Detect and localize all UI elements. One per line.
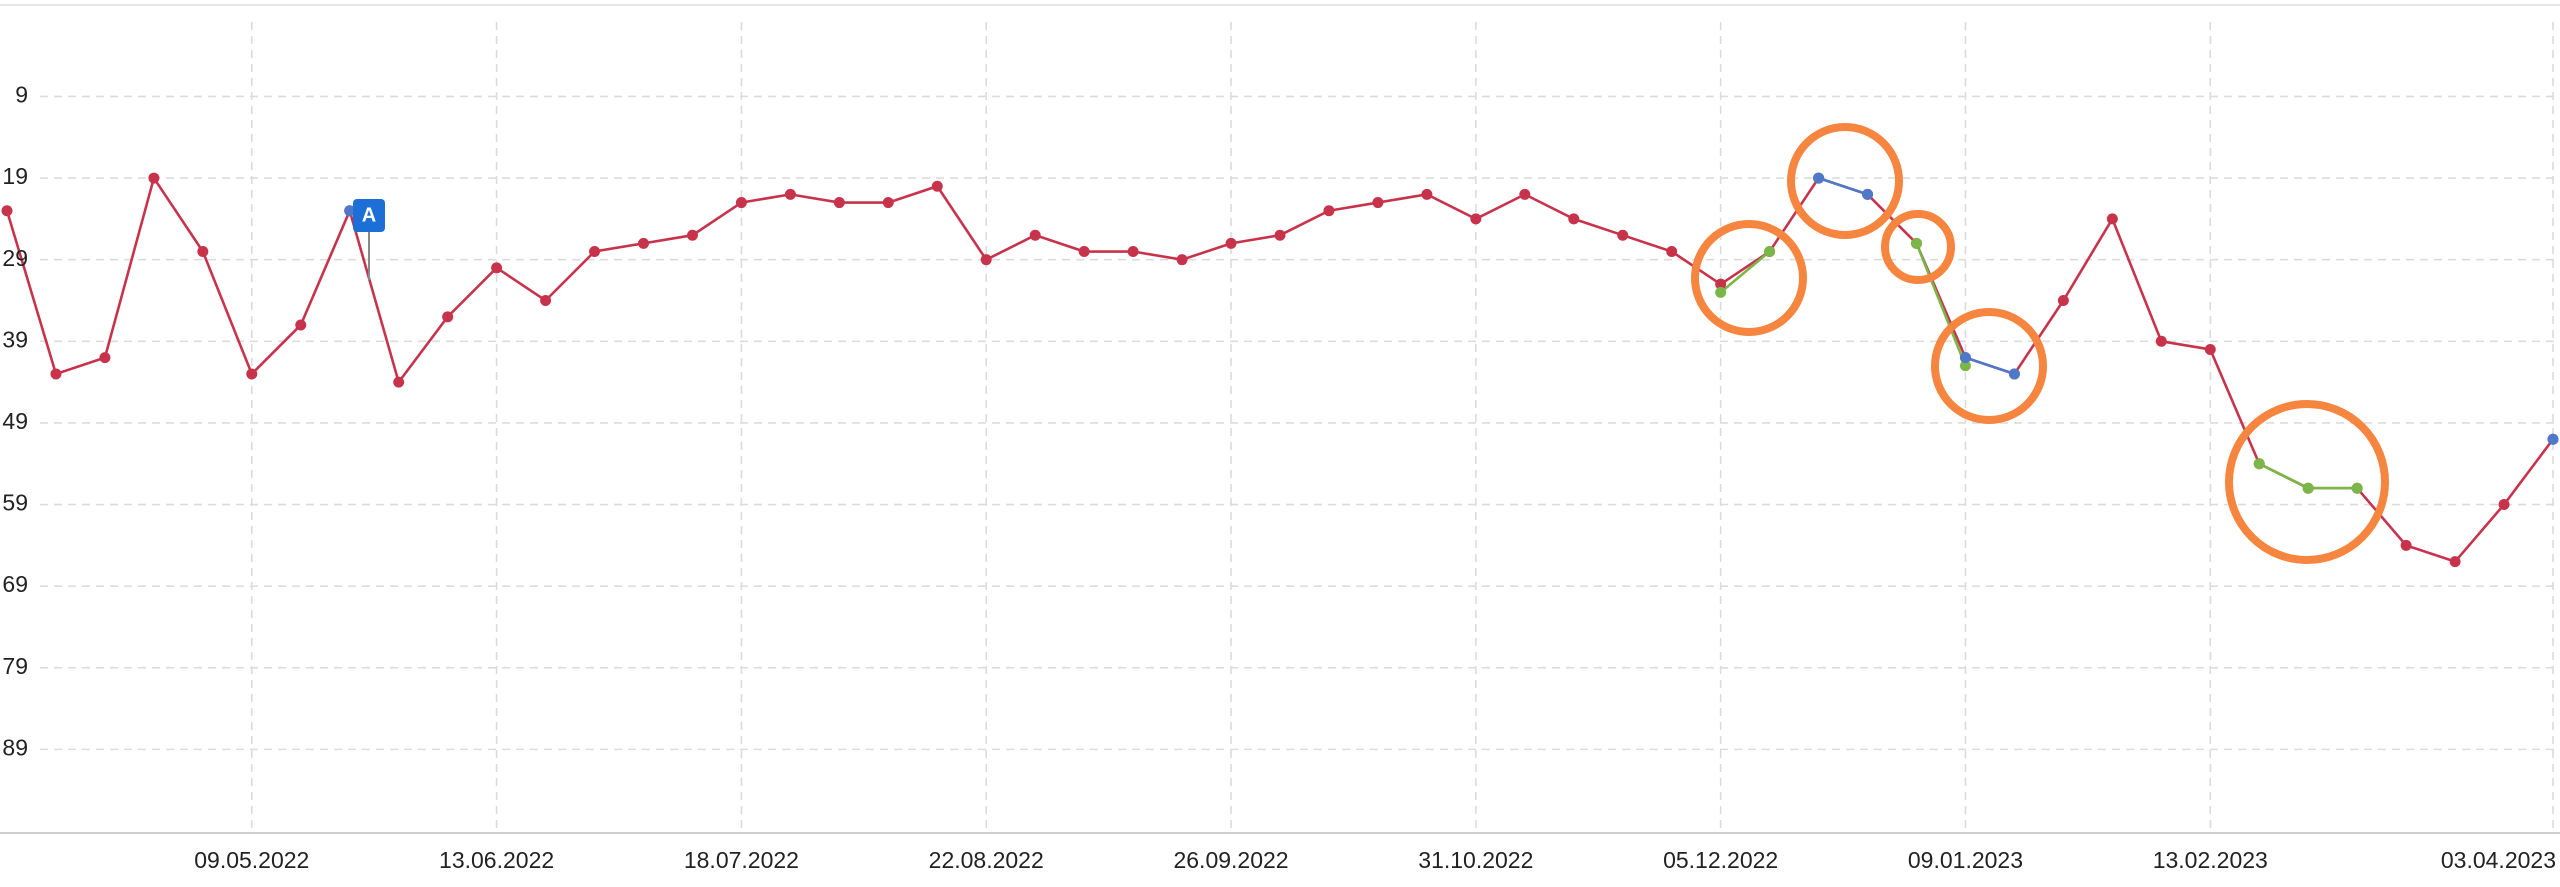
data-point bbox=[1911, 237, 1923, 249]
data-point bbox=[2253, 458, 2265, 470]
data-point bbox=[1029, 229, 1041, 241]
x-tick-label: 13.02.2023 bbox=[2153, 847, 2268, 873]
y-tick-label: 49 bbox=[2, 408, 28, 434]
series-line bbox=[1719, 250, 1771, 294]
data-point bbox=[2057, 294, 2069, 306]
x-tick-label: 13.06.2022 bbox=[439, 847, 554, 873]
y-tick-label: 29 bbox=[2, 245, 28, 271]
data-point bbox=[344, 205, 356, 217]
data-point bbox=[295, 319, 307, 331]
y-tick-label: 9 bbox=[15, 82, 28, 108]
dots bbox=[1, 172, 2559, 568]
data-point bbox=[1274, 229, 1286, 241]
data-point bbox=[735, 197, 747, 209]
data-point bbox=[1617, 229, 1629, 241]
data-point bbox=[2547, 433, 2559, 445]
data-point bbox=[2155, 335, 2167, 347]
data-point bbox=[1959, 360, 1971, 372]
y-tick-label: 39 bbox=[2, 326, 28, 352]
data-point bbox=[442, 311, 454, 323]
data-point bbox=[637, 237, 649, 249]
y-tick-label: 89 bbox=[2, 734, 28, 760]
highlight-circle bbox=[1787, 123, 1903, 239]
series-line bbox=[1818, 176, 1868, 196]
data-point bbox=[1519, 188, 1531, 200]
data-point bbox=[2008, 368, 2020, 380]
series-line bbox=[1915, 242, 1967, 367]
data-point bbox=[1813, 172, 1825, 184]
data-point bbox=[1225, 237, 1237, 249]
data-point bbox=[833, 197, 845, 209]
annotation-label: A bbox=[362, 204, 376, 226]
data-point bbox=[491, 262, 503, 274]
data-point bbox=[2106, 213, 2118, 225]
data-point bbox=[246, 368, 258, 380]
data-point bbox=[99, 352, 111, 364]
x-tick-label: 18.07.2022 bbox=[684, 847, 799, 873]
data-point bbox=[931, 180, 943, 192]
grid bbox=[40, 22, 2560, 831]
data-point bbox=[1323, 205, 1335, 217]
data-point bbox=[2302, 482, 2314, 494]
highlights bbox=[1691, 123, 2389, 564]
data-point bbox=[1470, 213, 1482, 225]
data-point bbox=[1421, 188, 1433, 200]
data-point bbox=[980, 254, 992, 266]
data-point bbox=[393, 376, 405, 388]
data-point bbox=[2351, 482, 2363, 494]
data-point bbox=[50, 368, 62, 380]
annotation-box[interactable] bbox=[353, 199, 385, 232]
y-tick-label: 19 bbox=[2, 163, 28, 189]
y-tick-label: 59 bbox=[2, 490, 28, 516]
x-tick-label: 31.10.2022 bbox=[1418, 847, 1533, 873]
data-point bbox=[1176, 254, 1188, 266]
highlight-circle bbox=[1881, 210, 1955, 284]
data-point bbox=[1078, 246, 1090, 258]
data-point bbox=[1127, 246, 1139, 258]
data-point bbox=[2449, 556, 2461, 568]
data-point bbox=[2498, 499, 2510, 511]
x-tick-label: 05.12.2022 bbox=[1663, 847, 1778, 873]
data-point bbox=[1959, 352, 1971, 364]
x-tick-label: 26.09.2022 bbox=[1173, 847, 1288, 873]
x-tick-label: 03.04.2023 bbox=[2441, 847, 2556, 873]
data-point bbox=[148, 172, 160, 184]
data-point bbox=[2204, 343, 2216, 355]
highlight-circle bbox=[2225, 400, 2389, 564]
annotation-marker[interactable]: A bbox=[353, 199, 385, 280]
data-point bbox=[540, 294, 552, 306]
data-point bbox=[1, 205, 13, 217]
data-point bbox=[2400, 539, 2412, 551]
x-tick-label: 22.08.2022 bbox=[929, 847, 1044, 873]
data-point bbox=[197, 246, 209, 258]
y-tick-label: 79 bbox=[2, 653, 28, 679]
data-point bbox=[686, 229, 698, 241]
data-point bbox=[589, 246, 601, 258]
data-point bbox=[1715, 278, 1727, 290]
highlight-circle bbox=[1931, 308, 2047, 424]
data-point bbox=[1666, 246, 1678, 258]
series-line bbox=[1965, 356, 2015, 376]
data-point bbox=[882, 197, 894, 209]
data-point bbox=[1862, 188, 1874, 200]
highlight-circle bbox=[1691, 220, 1807, 336]
data-point bbox=[1568, 213, 1580, 225]
data-point bbox=[1764, 246, 1776, 258]
data-point bbox=[784, 188, 796, 200]
x-tick-label: 09.01.2023 bbox=[1908, 847, 2023, 873]
data-point bbox=[1715, 286, 1727, 298]
y-tick-label: 69 bbox=[2, 571, 28, 597]
x-tick-label: 09.05.2022 bbox=[194, 847, 309, 873]
data-point bbox=[1372, 197, 1384, 209]
